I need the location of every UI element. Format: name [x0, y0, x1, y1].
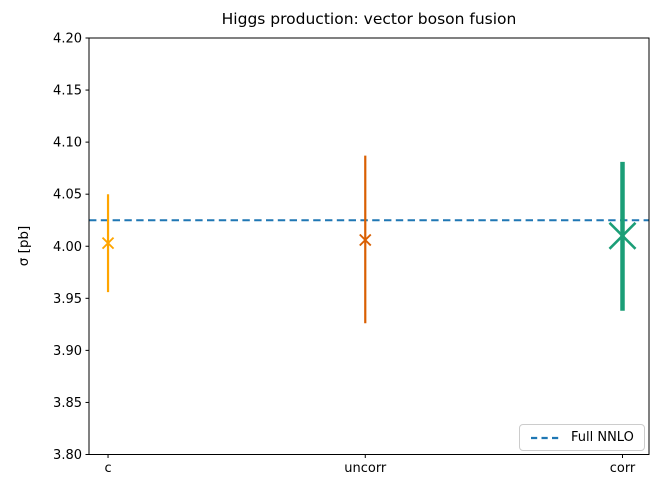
legend-dash-icon: [531, 436, 561, 439]
x-tick-label: uncorr: [344, 461, 387, 476]
y-tick-label: 4.10: [53, 136, 82, 151]
legend: Full NNLO: [519, 424, 645, 451]
y-tick-label: 4.20: [53, 32, 82, 47]
marker-c: [101, 236, 115, 250]
x-tick-label: corr: [610, 461, 636, 476]
chart-title: Higgs production: vector boson fusion: [221, 10, 517, 28]
y-tick-label: 3.90: [53, 344, 82, 359]
y-tick-label: 4.05: [53, 188, 82, 203]
legend-label: Full NNLO: [571, 430, 634, 445]
y-tick-label: 3.85: [53, 396, 82, 411]
y-tick-label: 4.00: [53, 240, 82, 255]
marker-uncorr: [359, 233, 372, 247]
x-tick-label: c: [104, 461, 111, 476]
y-tick-label: 3.95: [53, 292, 82, 307]
y-tick-label: 4.15: [53, 84, 82, 99]
y-tick-label: 3.80: [53, 448, 82, 463]
marker-corr: [608, 221, 637, 250]
axes-frame: [88, 37, 650, 455]
